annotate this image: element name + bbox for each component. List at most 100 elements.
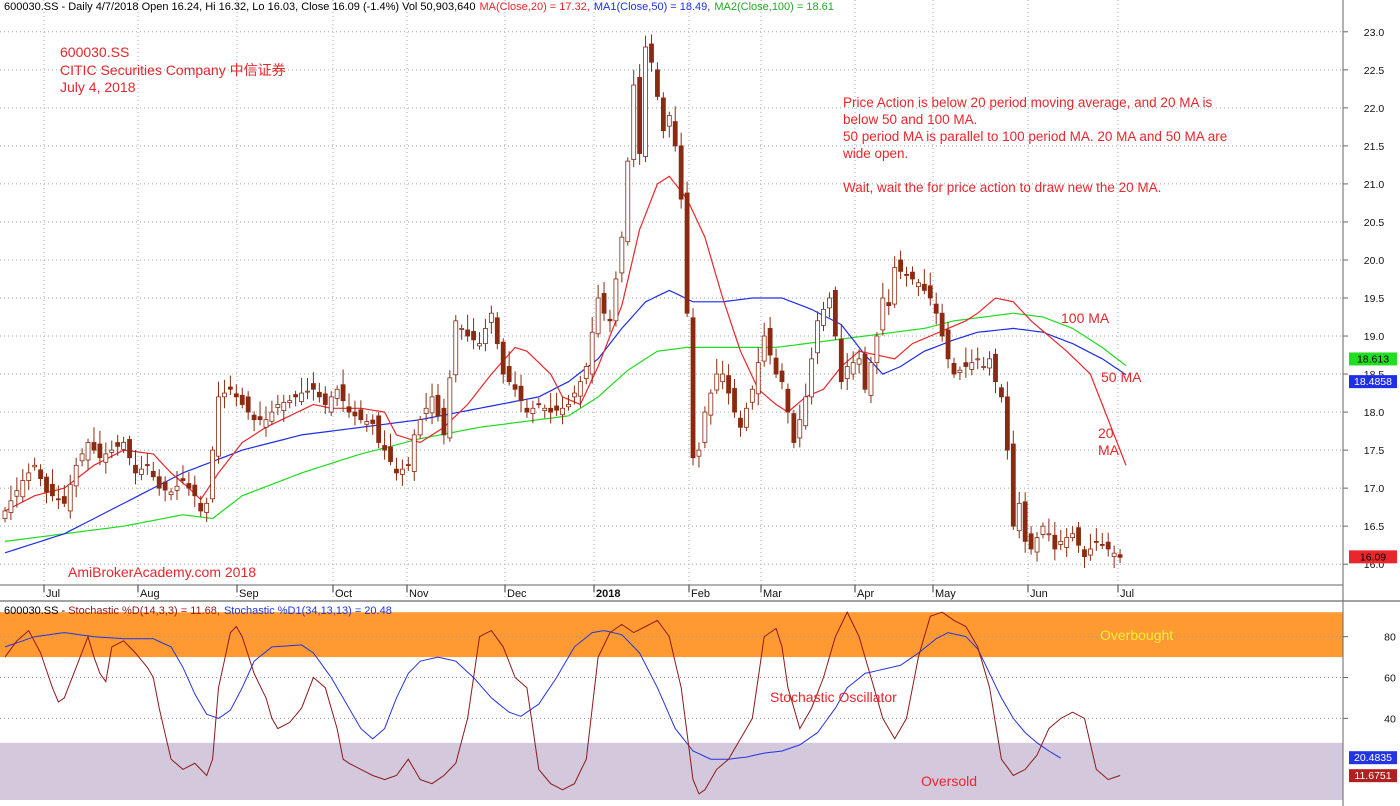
candle-body: [625, 160, 631, 243]
candle-body: [921, 283, 927, 291]
candle-body: [1105, 541, 1111, 550]
candle-body: [530, 407, 536, 415]
ma100-line: [4, 312, 1127, 542]
candle-body: [1016, 502, 1022, 532]
company-label: CITIC Securities Company 中信证券: [60, 62, 286, 78]
candle-body: [619, 236, 625, 274]
candle-body: [874, 335, 880, 364]
stochastic-tag-box: [1349, 769, 1397, 783]
candle-body: [809, 358, 815, 398]
ma20-tag: MA: [1098, 442, 1120, 458]
candle-body: [2, 510, 8, 519]
price-y-axis: 16.016.517.017.518.018.519.019.520.020.5…: [1343, 27, 1384, 571]
candle-body: [649, 43, 654, 63]
candle-body: [1064, 537, 1070, 548]
candle-body: [257, 416, 263, 421]
date-label: July 4, 2018: [60, 79, 136, 95]
x-tick-label: Apr: [857, 588, 874, 600]
candle-body: [678, 145, 684, 200]
candle-body: [655, 69, 660, 97]
price-x-axis: Jul Aug Sep Oct Nov Dec 2018 Feb Mar Apr May Jun Jul: [0, 584, 1343, 600]
candle-body: [417, 419, 423, 436]
candle-body: [684, 192, 690, 314]
candle-body: [880, 297, 886, 331]
candle-body: [1070, 533, 1076, 538]
candle-body: [453, 320, 459, 376]
ma20-tag: 20: [1098, 425, 1114, 441]
ma50-line: [4, 289, 1127, 554]
candle-body: [139, 468, 144, 475]
ma50-path: [4, 289, 1127, 554]
candle-body: [115, 442, 121, 447]
stochastic-title: Stochastic Oscillator: [770, 689, 897, 705]
candle-body: [779, 370, 785, 383]
candle-body: [1040, 525, 1046, 535]
candle-body: [477, 343, 482, 347]
x-tick-label: Aug: [140, 588, 160, 600]
candle-body: [150, 471, 156, 478]
candle-body: [376, 415, 382, 443]
price-panel: 16.016.517.017.518.018.519.019.520.020.5…: [0, 0, 1397, 600]
watermark: AmiBrokerAcademy.com 2018: [68, 564, 256, 580]
candle-body: [459, 328, 465, 330]
price-axis-tags: 18.613 18.4858 16.09: [1349, 352, 1397, 564]
candle-body: [803, 396, 809, 427]
candle-body: [435, 394, 441, 417]
y-tick-label: 22.5: [1364, 65, 1385, 77]
candle-body: [1052, 534, 1058, 550]
y-tick-label: 60: [1384, 673, 1396, 685]
y-tick-label: 21.0: [1364, 179, 1385, 191]
x-tick-label: Sep: [239, 588, 259, 600]
candle-body: [227, 386, 233, 390]
stochastic-axis-tags: 20.4835 11.6751: [1349, 751, 1397, 783]
candle-body: [79, 453, 85, 462]
candle-body: [702, 411, 708, 443]
candle-body: [316, 391, 322, 398]
candle-body: [666, 115, 672, 127]
y-tick-label: 19.0: [1364, 331, 1385, 343]
price-tag-box: [1349, 352, 1397, 366]
candle-body: [536, 403, 542, 406]
candle-body: [631, 84, 637, 160]
y-tick-label: 17.0: [1364, 483, 1385, 495]
candle-body: [133, 464, 138, 474]
candle-body: [993, 353, 998, 383]
candle-body: [1111, 552, 1117, 557]
stochastic-tag-box: [1349, 751, 1397, 765]
candle-body: [856, 358, 862, 365]
candle-body: [465, 329, 471, 337]
candle-body: [411, 434, 417, 472]
candle-body: [963, 362, 969, 367]
candle-body: [340, 384, 346, 402]
candle-body: [358, 409, 364, 421]
candle-body: [293, 394, 299, 398]
overbought-band: [0, 612, 1343, 658]
x-tick-label: Jun: [1030, 588, 1048, 600]
price-tag-label: 18.4858: [1354, 376, 1392, 388]
candle-body: [334, 388, 340, 399]
candle-body: [987, 358, 992, 369]
candle-body: [583, 366, 589, 380]
candle-body: [55, 498, 61, 501]
candle-body: [311, 383, 316, 390]
candle-body: [566, 404, 571, 408]
candle-body: [827, 297, 832, 309]
candle-body: [32, 464, 38, 468]
price-plot-area: [0, 0, 1343, 585]
candle-body: [1010, 443, 1016, 527]
candle-body: [916, 282, 921, 287]
candle-body: [714, 373, 720, 391]
candle-body: [720, 373, 726, 383]
x-tick-label: Jul: [1120, 588, 1134, 600]
ma20-path: [4, 175, 1127, 512]
candle-body: [1082, 549, 1087, 557]
candle-body: [542, 407, 548, 411]
candle-body: [245, 396, 251, 413]
candle-body: [483, 328, 488, 345]
candle-body: [1099, 544, 1105, 546]
ma50-tag: 50 MA: [1101, 369, 1142, 385]
candle-body: [162, 481, 168, 491]
candle-body: [180, 478, 186, 481]
candle-body: [233, 393, 239, 398]
candle-body: [927, 285, 933, 299]
